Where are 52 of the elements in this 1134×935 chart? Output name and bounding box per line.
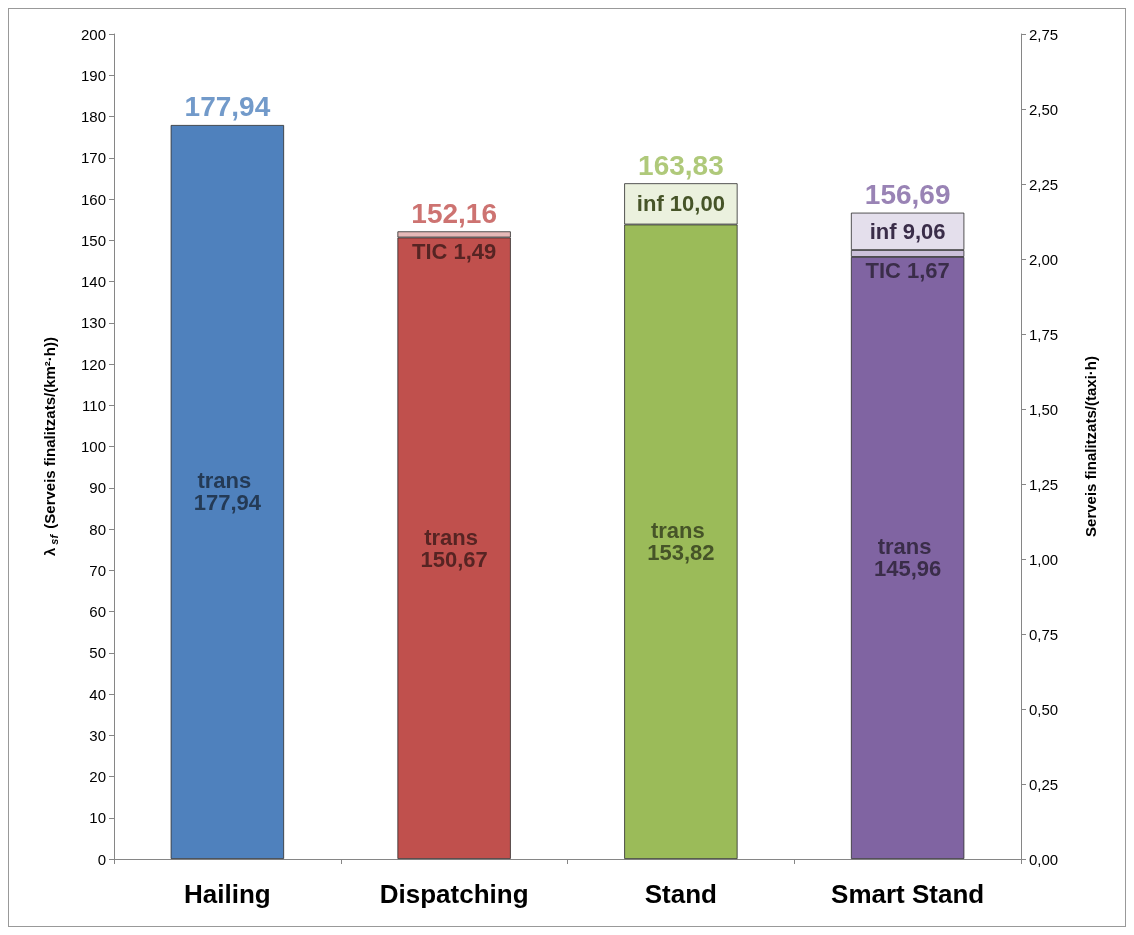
y-tick-label: 130 bbox=[80, 314, 106, 332]
y-tick-label: 80 bbox=[89, 520, 106, 538]
data-label: TIC 1,49 bbox=[411, 238, 497, 264]
y2-tick-label: 1,25 bbox=[1029, 475, 1059, 493]
x-tick-label: Hailing bbox=[184, 879, 271, 909]
total-label: 156,69 bbox=[864, 179, 951, 211]
y-tick-label: 160 bbox=[80, 190, 106, 208]
y-tick-label: 150 bbox=[80, 231, 106, 249]
total-label: 177,94 bbox=[184, 91, 271, 123]
data-label: trans 150,67 bbox=[420, 524, 488, 572]
x-tick-label: Stand bbox=[644, 879, 717, 909]
x-tick-label: Dispatching bbox=[379, 879, 529, 909]
y2-tick-label: 0,50 bbox=[1029, 700, 1059, 718]
data-label: trans 153,82 bbox=[647, 518, 715, 566]
y-tick-label: 120 bbox=[80, 355, 106, 373]
y-tick-label: 110 bbox=[82, 396, 106, 414]
y-tick-label: 140 bbox=[80, 273, 106, 290]
y2-tick-label: 0,75 bbox=[1029, 625, 1059, 643]
total-label: 152,16 bbox=[411, 197, 497, 229]
y2-tick-label: 0,25 bbox=[1029, 775, 1059, 793]
y2-tick-label: 2,25 bbox=[1029, 175, 1059, 193]
y-tick-label: 180 bbox=[80, 108, 106, 125]
x-tick-label: Smart Stand bbox=[831, 879, 985, 909]
y-tick-label: 100 bbox=[80, 438, 106, 455]
y-tick-label: 40 bbox=[89, 685, 106, 703]
y-tick-label: 30 bbox=[89, 726, 106, 744]
y-tick-label: 20 bbox=[89, 768, 106, 785]
data-label: inf 9,06 bbox=[869, 218, 946, 244]
y-tick-label: 0 bbox=[97, 850, 106, 868]
bar bbox=[170, 125, 285, 859]
y2-tick-label: 2,50 bbox=[1029, 100, 1059, 118]
y-tick-label: 60 bbox=[89, 603, 106, 620]
y-axis-title: λsf (Serveis finalitzats/(km²·h)) bbox=[41, 337, 60, 556]
y2-tick-label: 2,00 bbox=[1029, 250, 1059, 268]
data-label: trans 145,96 bbox=[873, 534, 942, 582]
data-label: TIC 1,67 bbox=[865, 258, 950, 284]
total-label: 163,83 bbox=[638, 149, 724, 181]
y2-axis-title: Serveis finalitzats/(taxi·h) bbox=[1082, 356, 1099, 537]
y-tick-label: 170 bbox=[80, 149, 106, 167]
y-tick-label: 10 bbox=[89, 809, 106, 827]
y2-tick-label: 2,75 bbox=[1029, 25, 1059, 43]
y-tick-label: 90 bbox=[89, 479, 106, 497]
y-tick-label: 70 bbox=[89, 561, 106, 579]
data-label: inf 10,00 bbox=[636, 191, 725, 217]
y-tick-label: 200 bbox=[80, 25, 106, 43]
y-tick-label: 190 bbox=[80, 66, 106, 84]
y-tick-label: 50 bbox=[89, 644, 106, 662]
y2-tick-label: 1,00 bbox=[1029, 550, 1059, 568]
y2-tick-label: 0,00 bbox=[1029, 850, 1059, 868]
y2-tick-label: 1,50 bbox=[1029, 400, 1059, 418]
y2-tick-label: 1,75 bbox=[1029, 325, 1059, 343]
data-label: trans 177,94 bbox=[193, 468, 262, 516]
